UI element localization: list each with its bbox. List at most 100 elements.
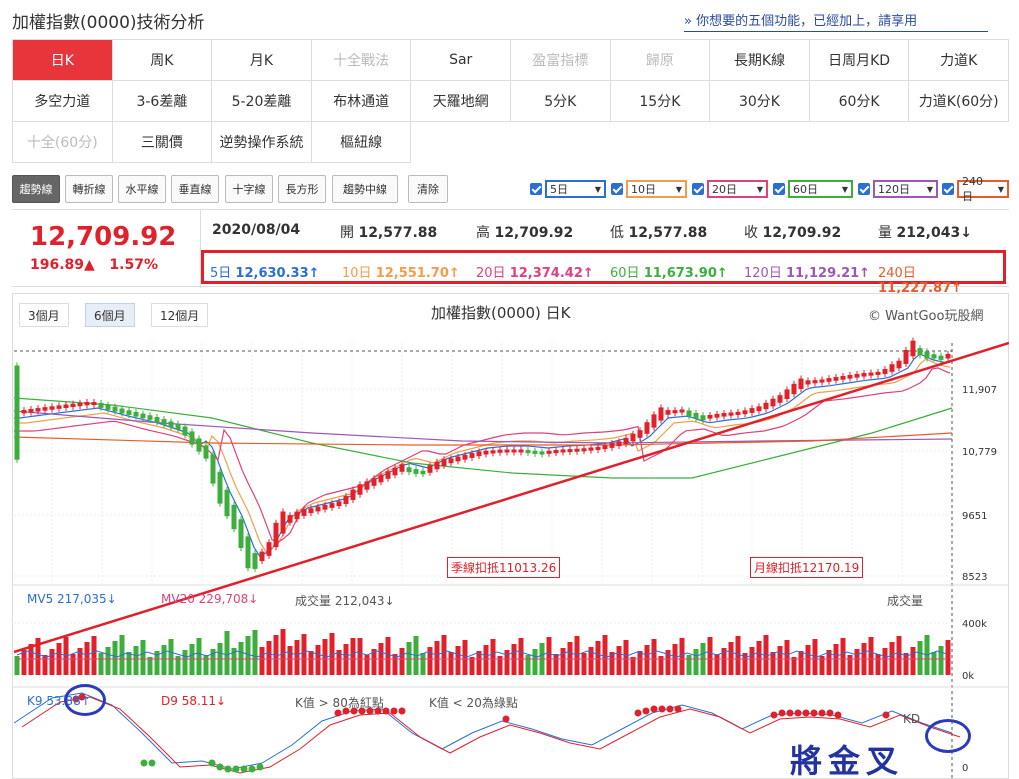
volume-bar <box>763 635 769 675</box>
volume-bar <box>847 655 853 675</box>
func-item[interactable]: Sar <box>411 40 511 81</box>
range-3-months[interactable]: 3個月 <box>19 303 69 327</box>
quote-date: 2020/08/04 <box>212 222 301 238</box>
ma-selector[interactable]: 120日 ▼ <box>858 180 938 198</box>
func-item[interactable]: 力道K(60分) <box>909 81 1009 122</box>
ma-selector[interactable]: 20日 ▼ <box>692 180 768 198</box>
func-item[interactable]: 30分K <box>710 81 810 122</box>
promo-link[interactable]: » 你想要的五個功能，已經加上，請享用 <box>684 10 988 32</box>
candle-body <box>518 449 524 453</box>
candle-body <box>840 376 846 380</box>
func-item[interactable]: 月K <box>212 40 312 81</box>
candle-body <box>161 419 167 425</box>
kd-red-dot <box>834 711 842 719</box>
candle-body <box>602 445 608 450</box>
checkbox-icon[interactable] <box>942 183 954 195</box>
candle-body <box>336 501 342 507</box>
candle-body <box>483 450 489 455</box>
candle-body <box>728 412 734 416</box>
checkbox-icon[interactable] <box>611 183 623 195</box>
volume-bar <box>476 651 482 675</box>
tool-button[interactable]: 趨勢中線 <box>332 175 398 203</box>
candle-body <box>763 402 769 410</box>
range-6-months[interactable]: 6個月 <box>85 303 135 327</box>
volume-bar <box>105 647 111 675</box>
func-item[interactable]: 樞紐線 <box>311 122 412 163</box>
func-item[interactable]: 布林通道 <box>311 81 412 122</box>
func-item[interactable]: 15分K <box>610 81 711 122</box>
volume-bar <box>854 649 860 675</box>
chart-area[interactable]: 3個月 6個月 12個月 加權指數(0000) 日K © WantGoo玩股網 … <box>12 293 1009 779</box>
func-item[interactable]: 5分K <box>510 81 611 122</box>
candle-body <box>917 348 923 356</box>
volume-bar <box>98 653 104 675</box>
tool-button[interactable]: 垂直線 <box>171 175 219 203</box>
tool-button[interactable]: 十字線 <box>225 175 273 203</box>
candle-body <box>42 407 48 411</box>
ma-dropdown[interactable]: 120日 ▼ <box>873 180 938 198</box>
candle-body <box>91 402 97 406</box>
candle-body <box>392 467 398 476</box>
quote-volume: 量 212,043↓ <box>878 225 972 241</box>
tool-button[interactable]: 趨勢線 <box>12 175 60 203</box>
ma-dropdown[interactable]: 10日 ▼ <box>626 180 687 198</box>
ma-selector[interactable]: 5日 ▼ <box>530 180 606 198</box>
checkbox-icon[interactable] <box>773 183 785 195</box>
candle-body <box>301 509 307 516</box>
func-item[interactable]: 5-20差離 <box>212 81 312 122</box>
checkbox-icon[interactable] <box>858 183 870 195</box>
candle-body <box>70 403 76 408</box>
candle-body <box>231 504 237 530</box>
candle-body <box>595 446 601 450</box>
ma-value: 120日 11,129.21↑ <box>744 266 871 281</box>
tool-button[interactable]: 長方形 <box>278 175 326 203</box>
func-item[interactable]: 3-6差離 <box>112 81 213 122</box>
func-item[interactable]: 60分K <box>809 81 910 122</box>
kd-green-dot <box>248 765 256 773</box>
tool-button[interactable]: 轉折線 <box>65 175 113 203</box>
candle-body <box>77 402 83 407</box>
ma-selector[interactable]: 60日 ▼ <box>773 180 853 198</box>
ma-dropdown[interactable]: 240日 ▼ <box>957 175 1009 203</box>
volume-bar <box>665 650 671 675</box>
kd-red-dot <box>358 707 366 715</box>
ma-dropdown[interactable]: 60日 ▼ <box>788 180 853 198</box>
func-item[interactable]: 長期K線 <box>710 40 810 81</box>
candle-body <box>497 449 503 453</box>
candle-body <box>938 355 944 360</box>
kd-note-green: K值 < 20為綠點 <box>429 696 518 710</box>
checkbox-icon[interactable] <box>692 183 704 195</box>
ma-dropdown[interactable]: 20日 ▼ <box>707 180 768 198</box>
kd-red-dot <box>882 711 890 719</box>
candle-body <box>14 365 20 460</box>
func-item[interactable]: 日K <box>13 40 113 81</box>
func-item[interactable]: 逆勢操作系統 <box>212 122 312 163</box>
volume-bar <box>280 629 286 675</box>
volume-bar <box>742 653 748 675</box>
ma-selector[interactable]: 240日 ▼ <box>942 175 1009 203</box>
volume-bar <box>616 646 622 675</box>
grid-spacer <box>710 122 810 163</box>
candle-body <box>742 410 748 415</box>
func-item[interactable]: 天羅地網 <box>411 81 511 122</box>
ma-dropdown[interactable]: 5日 ▼ <box>545 180 606 198</box>
func-item[interactable]: 日周月KD <box>809 40 910 81</box>
tool-button[interactable]: 清除 <box>408 175 448 203</box>
candle-body <box>546 450 552 454</box>
candle-body <box>903 350 909 364</box>
func-item[interactable]: 力道K <box>909 40 1009 81</box>
tool-button[interactable]: 水平線 <box>118 175 166 203</box>
ma-selector[interactable]: 10日 ▼ <box>611 180 687 198</box>
func-item[interactable]: 三關價 <box>112 122 213 163</box>
func-item[interactable]: 多空力道 <box>13 81 113 122</box>
kd-red-dot <box>502 715 510 723</box>
checkbox-icon[interactable] <box>530 183 542 195</box>
func-item[interactable]: 周K <box>112 40 213 81</box>
kd-d-line <box>21 696 961 774</box>
candle-body <box>147 415 153 420</box>
volume-bar <box>399 648 405 675</box>
candle-body <box>553 450 559 454</box>
candle-body <box>735 411 741 415</box>
ma-dropdown-label: 20日 <box>712 183 737 196</box>
range-12-months[interactable]: 12個月 <box>151 303 209 327</box>
